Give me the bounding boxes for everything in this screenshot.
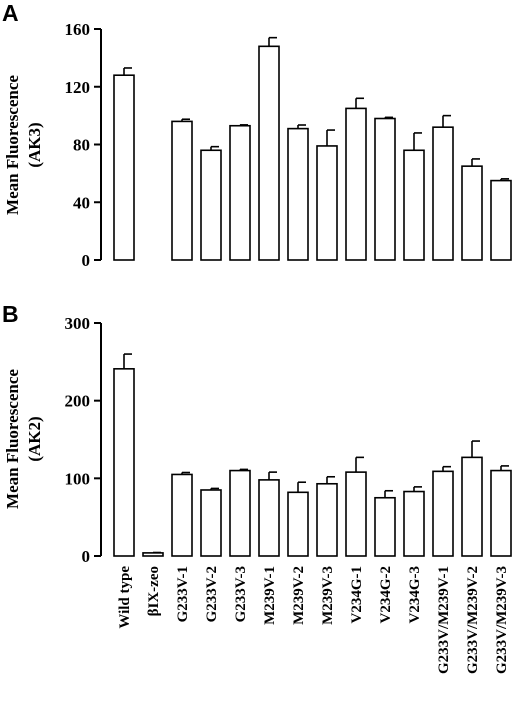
panel-b-chart: B Mean Fluorescence (AK2) 0 100 200 300 Wil…: [2, 301, 512, 674]
panel-a-bars: [113, 36, 512, 261]
panel-b-bar-9: [345, 471, 367, 557]
panel-a-y-tick-label: 80: [73, 136, 90, 155]
panel-a-y-tick-label: 120: [65, 78, 91, 97]
category-label-9: V234G-1: [349, 566, 365, 624]
panel-a-y-tick-label: 0: [82, 251, 91, 270]
panel-a-bar-7: [287, 127, 309, 261]
panel-b-bar-12: [432, 470, 454, 557]
panel-a-bar-10: [374, 117, 396, 261]
panel-a-bar-4: [200, 149, 222, 261]
panel-a-ylabel-line2: (AK3): [25, 122, 44, 167]
panel-b-y-axis: 0 100 200 300: [65, 314, 102, 566]
panel-b-bar-3: [171, 473, 193, 557]
panel-a-bar-3: [171, 120, 193, 261]
panel-b-bar-14: [490, 469, 512, 557]
panel-a-bar-8: [316, 145, 338, 261]
panel-b-category-labels: Wild type βIX-zeo G233V-1 G233V-2 G233V-3 M23…: [117, 566, 510, 674]
panel-b-bar-8: [316, 482, 338, 557]
panel-b-y-tick-label: 100: [65, 469, 91, 488]
panel-b-bar-6: [258, 479, 280, 557]
panel-a-y-axis: 0 40 80 120 160: [65, 20, 102, 270]
panel-a-bar-13: [461, 165, 483, 261]
panel-a-bar-5: [229, 124, 251, 261]
category-label-5: G233V-3: [233, 566, 249, 622]
panel-b-letter: B: [2, 301, 19, 327]
category-label-10: V234G-2: [378, 566, 394, 624]
category-label-3: G233V-1: [175, 566, 191, 622]
panel-a-y-tick-label: 160: [65, 20, 91, 39]
panel-b-bar-2: [142, 552, 164, 557]
panel-a-ylabel-line1: Mean Fluorescence: [3, 75, 22, 215]
panel-b-y-tick-label: 300: [65, 314, 91, 333]
category-label-4: G233V-2: [204, 566, 220, 622]
panel-a-bar-1: [113, 74, 135, 261]
category-label-1: Wild type: [117, 566, 133, 629]
category-label-14: G233V/M239V-3: [494, 566, 510, 674]
panel-b-bar-10: [374, 496, 396, 557]
panel-b-bar-4: [200, 489, 222, 557]
panel-a-bar-11: [403, 149, 425, 261]
panel-b-bar-7: [287, 491, 309, 557]
category-label-6: M239V-1: [262, 566, 278, 625]
category-label-12: G233V/M239V-1: [436, 566, 452, 674]
panel-b-bar-5: [229, 469, 251, 557]
panel-a-bar-14: [490, 179, 512, 261]
category-label-13: G233V/M239V-2: [465, 566, 481, 674]
panel-a-chart: A Mean Fluorescence (AK3) 0 40 80 120 160: [2, 0, 512, 270]
panel-a-bar-9: [345, 107, 367, 261]
panel-b-bar-13: [461, 456, 483, 557]
panel-b-y-tick-label: 0: [82, 547, 91, 566]
category-label-11: V234G-3: [407, 566, 423, 624]
panel-b-bar-11: [403, 490, 425, 557]
panel-b-y-tick-label: 200: [65, 392, 91, 411]
panel-b-ylabel-line1: Mean Fluorescence: [3, 369, 22, 509]
panel-a-bar-12: [432, 126, 454, 261]
category-label-8: M239V-3: [320, 566, 336, 625]
panel-a-letter: A: [2, 0, 19, 26]
category-label-2: βIX-zeo: [146, 566, 162, 616]
panel-b-bars: [113, 353, 512, 557]
panel-a-y-tick-label: 40: [73, 193, 90, 212]
category-label-7: M239V-2: [291, 566, 307, 625]
panel-a-bar-6: [258, 45, 280, 261]
panel-b-ylabel-line2: (AK2): [25, 416, 44, 461]
panel-b-bar-1: [113, 368, 135, 557]
